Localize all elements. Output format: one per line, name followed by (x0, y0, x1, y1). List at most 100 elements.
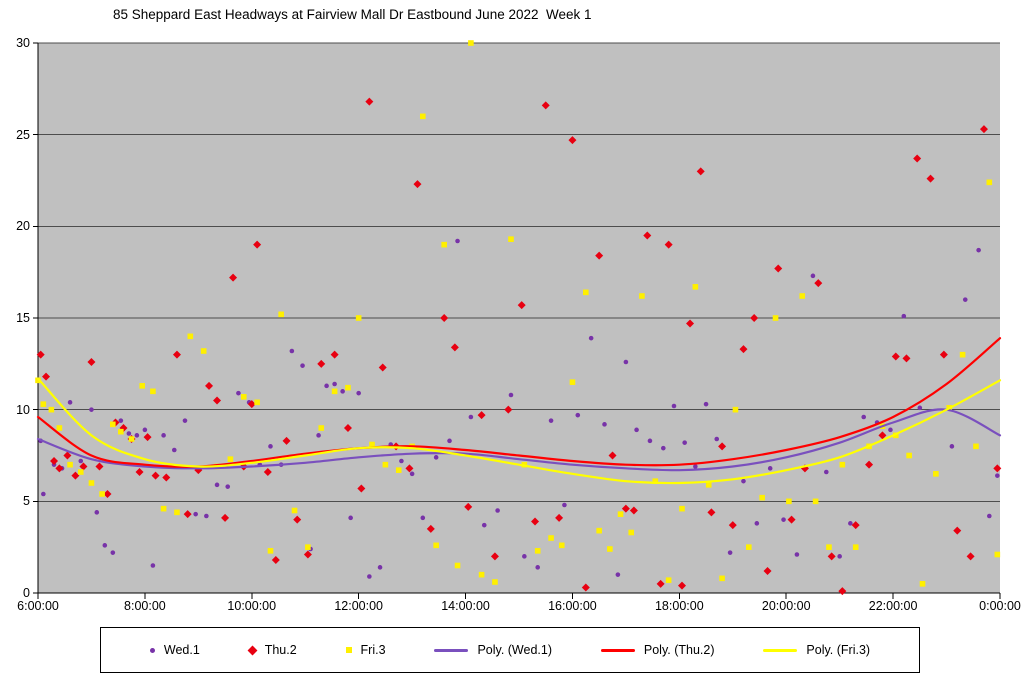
wed1-point (348, 515, 353, 521)
fri3-point (839, 461, 846, 468)
fri3-point (420, 113, 426, 120)
wed1-point (861, 414, 867, 420)
wed1-point (118, 418, 124, 423)
wed1-point (236, 390, 241, 396)
wed1-point (420, 515, 426, 521)
y-axis-label: 30 (16, 36, 30, 50)
poly-thu2-line-icon (600, 648, 635, 652)
fri3-point (305, 544, 311, 550)
wed1-point (794, 552, 800, 557)
wed1-point (433, 455, 439, 460)
thu2-point (330, 350, 339, 359)
wed1-point (356, 390, 361, 396)
legend-item-thu2: Thu.2 (247, 643, 297, 657)
thu2-point (221, 513, 230, 522)
wed1-point (848, 521, 853, 526)
wed1-point (810, 273, 816, 279)
thu2-point (629, 506, 638, 515)
thu2-point (787, 515, 796, 524)
fri3-point (746, 544, 752, 550)
thu2-point (902, 354, 911, 363)
fri3-point (278, 311, 284, 318)
wed1-point (714, 436, 720, 442)
fri3-square-marker-icon (345, 647, 352, 653)
thu2-diamond-marker-icon (247, 645, 258, 655)
thu2-point (151, 471, 160, 480)
wed1-point (324, 383, 329, 389)
thu2-point (750, 314, 759, 322)
x-axis-label: 16:00:00 (548, 599, 597, 613)
trendline-poly-fri-3- (36, 377, 1002, 485)
fri3-point (692, 284, 699, 290)
wed1-point (481, 522, 487, 528)
fri3-point (679, 505, 685, 512)
fri3-point (986, 179, 993, 186)
y-axis-label: 10 (16, 402, 30, 417)
wed1-point (693, 464, 698, 469)
fri3-point (596, 527, 602, 534)
wed1-point (204, 513, 209, 519)
fri3-point (959, 351, 966, 358)
thu2-point (378, 363, 387, 372)
x-axis-label: 14:00:00 (441, 599, 490, 613)
fri3-point (200, 348, 207, 354)
fri3-point (508, 236, 514, 242)
wed1-point (901, 313, 907, 319)
wed1-point (888, 427, 893, 433)
wed1-point (214, 482, 220, 488)
fri3-point (705, 482, 712, 488)
legend-item-poly-thu2: Poly. (Thu.2) (600, 643, 715, 657)
wed1-point (634, 427, 639, 433)
wed1-point (102, 543, 108, 548)
thu2-point (993, 464, 1002, 473)
thu2-point (718, 442, 727, 451)
fri3-point (291, 507, 298, 514)
fri3-point (369, 441, 375, 448)
x-axis-label: 8:00:00 (124, 599, 166, 613)
fri3-point (826, 544, 832, 550)
wed1-point (987, 513, 992, 519)
fri3-point (652, 478, 659, 484)
fri3-point (492, 579, 498, 585)
wed1-point (468, 414, 474, 420)
thu2-point (317, 359, 326, 368)
wed1-point (575, 412, 581, 418)
wed1-point (94, 510, 100, 515)
thu2-point (838, 587, 847, 596)
thu2-point (162, 473, 171, 482)
thu2-point (253, 240, 262, 249)
wed1-point (142, 427, 148, 433)
thu2-point (405, 464, 414, 473)
fri3-point (569, 379, 576, 385)
wed1-point (995, 473, 1000, 478)
fri3-point (617, 511, 624, 517)
thu2-point (608, 451, 617, 460)
fri3-point (558, 542, 565, 549)
thu2-point (426, 524, 435, 533)
fri3-point (267, 548, 274, 554)
y-axis-label: 25 (16, 127, 30, 142)
thu2-point (568, 136, 577, 145)
wed1-point (316, 433, 321, 438)
fri3-point (67, 461, 73, 468)
thu2-point (814, 279, 823, 288)
fri3-point (799, 293, 806, 299)
thu2-point (939, 350, 948, 359)
thu2-point (541, 101, 550, 110)
x-axis-label: 12:00:00 (334, 599, 383, 613)
fri3-point (919, 581, 926, 587)
wed1-point (150, 563, 156, 568)
wed1-point (161, 433, 166, 438)
thu2-point (656, 579, 665, 588)
y-axis-label: 20 (16, 219, 30, 234)
plot-area (33, 40, 1002, 599)
wed1-point (225, 484, 231, 489)
thu2-point (913, 154, 922, 163)
fri3-point (48, 406, 55, 413)
thu2-point (143, 433, 152, 442)
legend-label: Wed.1 (163, 643, 200, 657)
thu2-point (229, 273, 238, 282)
legend: Wed.1 Thu.2 Fri.3 Poly. (Wed.1) Poly. (T… (100, 627, 920, 673)
wed1-point (682, 440, 687, 445)
